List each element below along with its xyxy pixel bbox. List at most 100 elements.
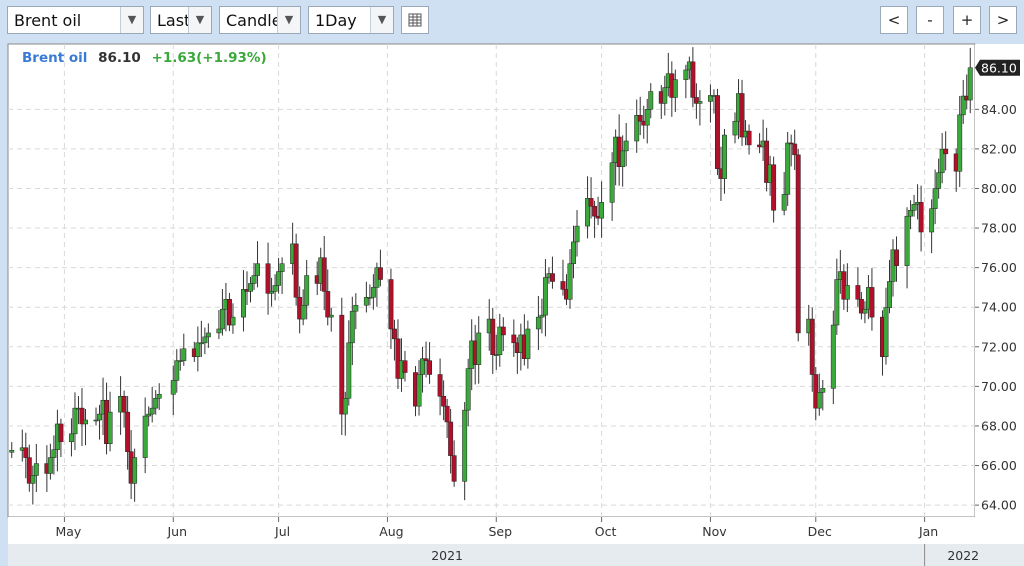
chevron-down-icon[interactable]: ▼ bbox=[120, 7, 143, 33]
x-tick-label: Aug bbox=[379, 524, 403, 539]
scroll-forward-button[interactable]: > bbox=[989, 6, 1017, 34]
candle bbox=[107, 391, 113, 452]
candle bbox=[125, 395, 131, 470]
last-price-tag-bg bbox=[975, 59, 1020, 76]
candle bbox=[795, 148, 801, 342]
candle bbox=[788, 134, 794, 167]
y-tick-label: 64.00 bbox=[981, 498, 1017, 513]
candle bbox=[230, 303, 236, 334]
chevron-down-icon[interactable]: ▼ bbox=[277, 7, 300, 33]
candle bbox=[272, 274, 278, 301]
year-axis-area bbox=[8, 544, 1024, 566]
candle bbox=[349, 296, 355, 366]
chevron-down-icon[interactable]: ▼ bbox=[188, 7, 211, 33]
candle bbox=[441, 380, 447, 421]
zoom-out-button[interactable]: - bbox=[916, 6, 944, 34]
last-price-tag-label: 86.10 bbox=[981, 60, 1017, 75]
candle bbox=[722, 128, 727, 194]
candle bbox=[592, 200, 598, 238]
x-tick-label: Dec bbox=[808, 524, 832, 539]
candle bbox=[813, 366, 819, 421]
candle bbox=[451, 440, 457, 487]
candle bbox=[858, 292, 864, 320]
candle bbox=[79, 388, 85, 447]
y-axis-area bbox=[975, 44, 1024, 517]
candle bbox=[377, 249, 383, 287]
candle bbox=[321, 236, 327, 311]
x-tick-label: Nov bbox=[702, 524, 727, 539]
candle bbox=[609, 152, 615, 221]
candle bbox=[648, 83, 654, 119]
candle bbox=[251, 262, 257, 291]
candle bbox=[960, 79, 966, 124]
candle bbox=[943, 131, 949, 171]
candle bbox=[346, 320, 352, 406]
scroll-back-button[interactable]: < bbox=[880, 6, 908, 34]
candle bbox=[198, 320, 204, 358]
y-tick-label: 78.00 bbox=[981, 221, 1017, 236]
candle bbox=[93, 407, 99, 426]
candle bbox=[493, 334, 499, 370]
instrument-select[interactable]: Brent oil ▼ bbox=[7, 6, 144, 34]
candle bbox=[820, 380, 826, 411]
candle bbox=[932, 169, 938, 225]
candle bbox=[571, 225, 576, 279]
candle bbox=[216, 310, 222, 340]
candle bbox=[511, 319, 517, 357]
y-tick-label: 72.00 bbox=[981, 339, 1017, 354]
candle bbox=[567, 249, 573, 309]
candle bbox=[241, 270, 246, 332]
candle bbox=[771, 156, 777, 223]
candle bbox=[174, 349, 180, 393]
candle bbox=[416, 360, 422, 416]
zoom-in-button[interactable]: + bbox=[953, 6, 981, 34]
candle bbox=[219, 289, 225, 336]
candle bbox=[353, 293, 359, 330]
candle bbox=[402, 350, 408, 382]
candle bbox=[156, 383, 162, 411]
candle bbox=[170, 365, 176, 416]
candle bbox=[908, 200, 914, 230]
candle bbox=[304, 260, 310, 320]
candle bbox=[476, 316, 482, 384]
candle bbox=[497, 313, 503, 367]
candle bbox=[683, 64, 689, 99]
candle bbox=[585, 176, 591, 239]
data-table-button[interactable] bbox=[401, 6, 429, 34]
candle bbox=[269, 277, 275, 307]
candle bbox=[363, 281, 369, 313]
candle bbox=[23, 432, 29, 479]
price-chart[interactable]: 64.00 66.00 68.00 70.00 72.00 74.00 76.00 78.00… bbox=[0, 42, 1024, 566]
candle bbox=[153, 390, 159, 415]
candle bbox=[181, 333, 187, 366]
chevron-down-icon[interactable]: ▼ bbox=[370, 7, 393, 33]
candle bbox=[423, 341, 429, 378]
candle bbox=[560, 259, 566, 296]
candle bbox=[72, 392, 78, 451]
legend: Brent oil 86.10 +1.63(+1.93%) bbox=[22, 50, 267, 66]
y-tick-label: 68.00 bbox=[981, 418, 1017, 433]
y-tick-label: 84.00 bbox=[981, 102, 1017, 117]
x-axis-area bbox=[8, 517, 1024, 544]
legend-last-price: 86.10 bbox=[98, 50, 141, 66]
year-label: 2022 bbox=[947, 548, 979, 563]
price-type-select[interactable]: Last ▼ bbox=[150, 6, 212, 34]
x-tick-label: Jun bbox=[166, 524, 187, 539]
candle bbox=[792, 129, 798, 170]
candles bbox=[9, 47, 973, 505]
candle bbox=[325, 269, 331, 326]
candle bbox=[599, 181, 605, 238]
y-tick-label: 82.00 bbox=[981, 141, 1017, 156]
candle bbox=[929, 199, 935, 254]
candle bbox=[883, 287, 889, 365]
candle bbox=[830, 310, 836, 405]
interval-select[interactable]: 1Day ▼ bbox=[308, 6, 394, 34]
candle bbox=[391, 319, 397, 361]
candle bbox=[328, 307, 334, 332]
price-type-select-value: Last bbox=[157, 11, 191, 30]
candle bbox=[781, 172, 787, 216]
candle bbox=[205, 323, 211, 348]
candle bbox=[202, 327, 208, 355]
chart-type-select[interactable]: Candle ▼ bbox=[219, 6, 301, 34]
candle bbox=[911, 194, 917, 217]
